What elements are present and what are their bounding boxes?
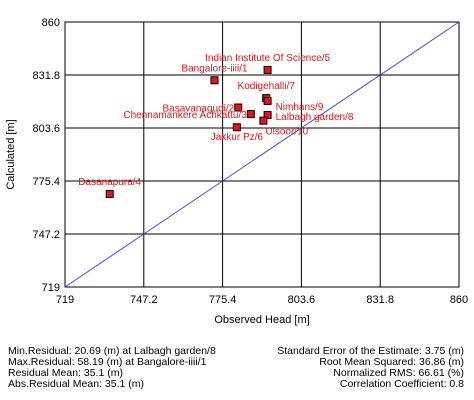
abs-residual-mean: Abs.Residual Mean: 35.1 (m) (8, 378, 144, 390)
data-point-marker (263, 111, 272, 120)
data-point-marker (263, 65, 272, 74)
data-point-marker (234, 103, 243, 112)
data-point-marker (232, 123, 241, 132)
data-point-label: Nimhans/9 (276, 102, 324, 113)
residual-stats: Min.Residual: 20.69 (m) at Lalbagh garde… (8, 346, 216, 390)
data-point-label: Lalbagh garden/8 (276, 112, 354, 123)
y-tick-label: 831.8 (32, 70, 60, 82)
data-point-label: Kodigehalli/7 (238, 81, 296, 92)
x-tick-label: 775.4 (209, 294, 237, 306)
scatter-chart: 719 747.2 775.4 803.6 831.8 860 719 747.2 775.4… (5, 17, 468, 326)
residual-mean: Residual Mean: 35.1 (m) (8, 367, 123, 379)
data-point-label: Ulsoor/10 (265, 127, 308, 138)
x-tick-label: 860 (450, 294, 468, 306)
max-residual: Max.Residual: 58.19 (m) at Bangalore-iii… (8, 356, 207, 368)
min-residual: Min.Residual: 20.69 (m) at Lalbagh garde… (8, 345, 216, 357)
data-point-label: Jakkur Pz/6 (211, 132, 264, 143)
x-tick-label: 831.8 (366, 294, 394, 306)
correlation-coefficient: Correlation Coefficient: 0.8 (339, 378, 464, 390)
y-tick-label: 803.6 (32, 123, 60, 135)
x-tick-label: 803.6 (288, 294, 316, 306)
data-point-label: Dasanapura/4 (78, 177, 141, 188)
data-point-label: Chennamankere Achkattu/3 (123, 110, 247, 121)
x-tick-label: 747.2 (130, 294, 158, 306)
data-point-marker (246, 110, 255, 119)
standard-error: Standard Error of the Estimate: 3.75 (m) (277, 345, 464, 357)
y-tick-label: 775.4 (32, 176, 60, 188)
y-axis-ticks: 719 747.2 775.4 803.6 831.8 860 (32, 17, 60, 294)
data-point-marker (259, 116, 268, 125)
data-point-label: Basavanagudi/2 (163, 104, 235, 115)
x-axis-title: Observed Head [m] (214, 314, 309, 326)
y-axis-title: Calculated [m] (5, 119, 17, 189)
y-tick-label: 747.2 (32, 229, 60, 241)
data-point-marker (105, 189, 114, 198)
one-to-one-reference-line (64, 21, 460, 288)
data-point-label: Bangalore-iiii/1 (181, 63, 248, 74)
error-stats: Standard Error of the Estimate: 3.75 (m)… (277, 346, 464, 390)
data-point-marker (210, 76, 219, 85)
root-mean-squared: Root Mean Squared: 36.86 (m) (319, 356, 464, 368)
normalized-rms: Normalized RMS: 66.61 (%) (333, 367, 464, 379)
x-axis-ticks: 719 747.2 775.4 803.6 831.8 860 (56, 294, 468, 306)
y-tick-label: 860 (42, 17, 60, 29)
y-tick-label: 719 (42, 282, 60, 294)
data-point-marker (263, 96, 272, 105)
data-point-label: Indian Institute Of Science/5 (205, 53, 331, 64)
grid-lines (65, 22, 459, 287)
data-points: Indian Institute Of Science/5Bangalore-i… (78, 53, 354, 198)
x-tick-label: 719 (56, 294, 74, 306)
